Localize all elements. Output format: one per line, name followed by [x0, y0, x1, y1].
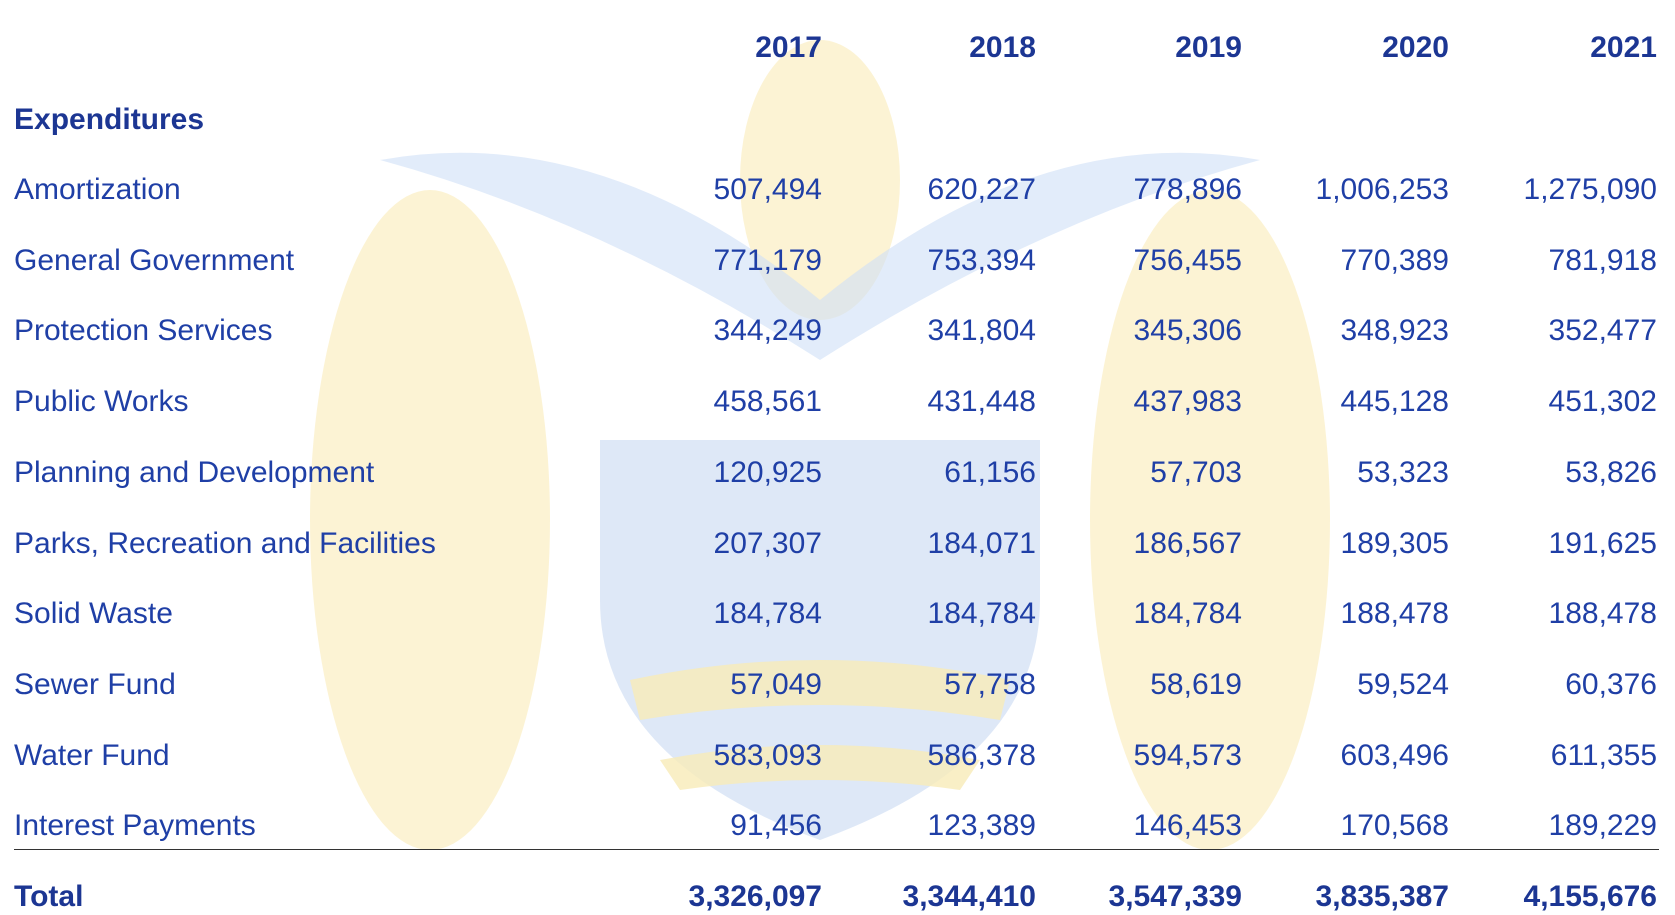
cell-value: 53,826 — [1565, 455, 1657, 489]
cell-value: 1,006,253 — [1315, 173, 1449, 206]
row-label: Planning and Development — [14, 455, 375, 489]
cell-value: 184,071 — [927, 526, 1036, 560]
column-header: 2020 — [1382, 31, 1449, 64]
cell-value: 583,093 — [713, 738, 822, 772]
total-value: 3,835,387 — [1315, 880, 1449, 913]
cell-value: 189,229 — [1548, 809, 1657, 843]
left-lion — [310, 190, 550, 850]
shield-wave — [630, 660, 1010, 720]
cell-value: 57,049 — [730, 667, 822, 701]
right-lion — [1090, 190, 1330, 850]
cell-value: 146,453 — [1133, 809, 1242, 843]
section-heading: Expenditures — [14, 103, 205, 136]
cell-value: 781,918 — [1548, 243, 1657, 277]
cell-value: 451,302 — [1548, 385, 1657, 419]
cell-value: 344,249 — [713, 314, 822, 348]
column-header: 2018 — [969, 31, 1036, 64]
mantling — [380, 152, 1260, 360]
row-label: Amortization — [14, 173, 181, 206]
cell-value: 184,784 — [713, 597, 822, 631]
total-label: Total — [14, 880, 84, 913]
cell-value: 60,376 — [1565, 667, 1657, 701]
cell-value: 611,355 — [1550, 738, 1657, 772]
cell-value: 603,496 — [1340, 738, 1449, 772]
cell-value: 507,494 — [713, 173, 822, 206]
row-label: Interest Payments — [14, 809, 256, 843]
cell-value: 188,478 — [1340, 597, 1449, 631]
row-label: General Government — [14, 243, 295, 277]
cell-value: 348,923 — [1340, 314, 1449, 348]
cell-value: 431,448 — [927, 385, 1036, 419]
cell-value: 61,156 — [944, 455, 1036, 489]
cell-value: 458,561 — [713, 385, 822, 419]
cell-value: 586,378 — [927, 738, 1036, 772]
row-label: Water Fund — [14, 738, 170, 772]
row-label: Public Works — [14, 385, 189, 419]
crest-lion — [740, 40, 900, 320]
cell-value: 341,804 — [927, 314, 1036, 348]
cell-value: 53,323 — [1357, 455, 1449, 489]
cell-value: 594,573 — [1133, 738, 1242, 772]
row-label: Parks, Recreation and Facilities — [14, 526, 436, 560]
total-rule — [14, 849, 1659, 850]
column-header: 2019 — [1175, 31, 1242, 64]
total-value: 3,344,410 — [902, 880, 1036, 913]
cell-value: 170,568 — [1340, 809, 1449, 843]
cell-value: 184,784 — [1133, 597, 1242, 631]
cell-value: 207,307 — [713, 526, 822, 560]
cell-value: 620,227 — [927, 173, 1036, 206]
cell-value: 123,389 — [927, 809, 1036, 843]
cell-value: 1,275,090 — [1523, 173, 1657, 206]
column-header: 2021 — [1590, 31, 1657, 64]
row-label: Protection Services — [14, 314, 273, 348]
cell-value: 345,306 — [1133, 314, 1242, 348]
row-label: Solid Waste — [14, 597, 173, 631]
column-header: 2017 — [755, 31, 822, 64]
cell-value: 186,567 — [1133, 526, 1242, 560]
cell-value: 59,524 — [1357, 667, 1449, 701]
cell-value: 445,128 — [1340, 385, 1449, 419]
row-label: Sewer Fund — [14, 667, 176, 701]
cell-value: 778,896 — [1133, 173, 1242, 206]
cell-value: 58,619 — [1150, 667, 1242, 701]
shield-wave — [660, 745, 980, 790]
cell-value: 189,305 — [1340, 526, 1449, 560]
cell-value: 437,983 — [1133, 385, 1242, 419]
cell-value: 191,625 — [1548, 526, 1657, 560]
cell-value: 91,456 — [730, 809, 822, 843]
cell-value: 188,478 — [1548, 597, 1657, 631]
cell-value: 753,394 — [927, 243, 1036, 277]
cell-value: 120,925 — [713, 455, 822, 489]
cell-value: 771,179 — [713, 243, 822, 277]
cell-value: 57,758 — [944, 667, 1036, 701]
cell-value: 352,477 — [1548, 314, 1657, 348]
cell-value: 184,784 — [927, 597, 1036, 631]
shield — [600, 440, 1040, 840]
total-value: 3,547,339 — [1108, 880, 1242, 913]
cell-value: 57,703 — [1150, 455, 1242, 489]
cell-value: 756,455 — [1133, 243, 1242, 277]
total-value: 4,155,676 — [1523, 880, 1657, 913]
total-value: 3,326,097 — [688, 880, 822, 913]
cell-value: 770,389 — [1340, 243, 1449, 277]
